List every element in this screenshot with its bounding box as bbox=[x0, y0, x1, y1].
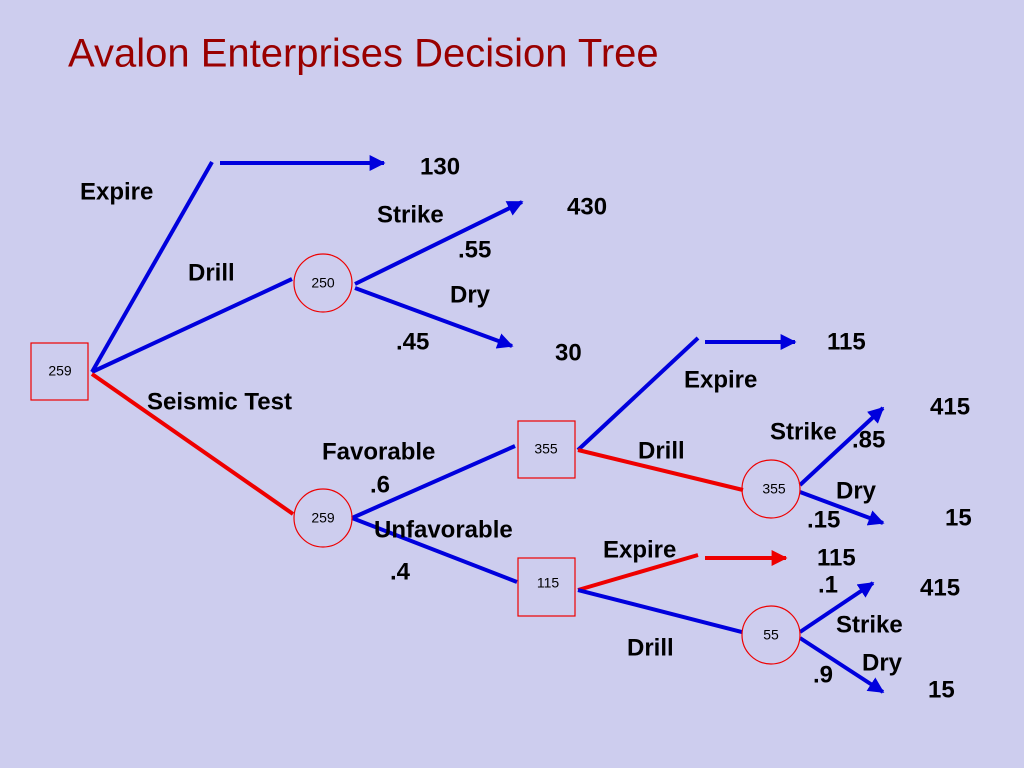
branch-label: Expire bbox=[80, 178, 153, 205]
node-label: 259 bbox=[311, 510, 335, 526]
nodes bbox=[30, 253, 801, 665]
probability: .55 bbox=[458, 236, 491, 263]
title: Avalon Enterprises Decision Tree bbox=[68, 32, 659, 76]
probability: .6 bbox=[370, 471, 390, 498]
payoff: 30 bbox=[555, 339, 582, 366]
branch-label: Drill bbox=[638, 437, 685, 464]
payoff: 415 bbox=[920, 574, 960, 601]
payoff: 415 bbox=[930, 393, 970, 420]
decision-node bbox=[517, 420, 576, 479]
node-label: 250 bbox=[311, 275, 335, 291]
branch-label: Drill bbox=[627, 634, 674, 661]
node-label: 55 bbox=[763, 627, 779, 643]
probability: .45 bbox=[396, 328, 429, 355]
payoff: 15 bbox=[945, 504, 972, 531]
branch-label: Favorable bbox=[322, 438, 435, 465]
branch-label: Dry bbox=[450, 281, 491, 308]
branch-label: Dry bbox=[836, 477, 877, 504]
node-label: 259 bbox=[48, 363, 72, 379]
chance-node bbox=[293, 253, 353, 313]
probability: .15 bbox=[807, 506, 840, 533]
branches bbox=[90, 155, 885, 694]
branch-label: Expire bbox=[603, 536, 676, 563]
node-label: 355 bbox=[762, 481, 786, 497]
branch-label: Drill bbox=[188, 259, 235, 286]
decision-node bbox=[517, 557, 576, 617]
branch-label: Unfavorable bbox=[374, 516, 513, 543]
payoff: 130 bbox=[420, 153, 460, 180]
payoff: 15 bbox=[928, 676, 955, 703]
decision-node bbox=[30, 342, 89, 401]
branch-label: Dry bbox=[862, 649, 903, 676]
probability: .1 bbox=[818, 571, 838, 598]
payoff: 115 bbox=[827, 328, 866, 355]
payoff: 430 bbox=[567, 193, 607, 220]
branch-label: Strike bbox=[770, 418, 837, 445]
probability: .4 bbox=[390, 558, 411, 585]
branch-label: Strike bbox=[377, 201, 444, 228]
probability: .9 bbox=[813, 661, 833, 688]
chance-node bbox=[741, 605, 801, 665]
node-label: 355 bbox=[534, 441, 558, 457]
probability: .85 bbox=[852, 426, 885, 453]
branch-label: Strike bbox=[836, 611, 903, 638]
node-label: 115 bbox=[537, 575, 560, 591]
branch-label: Expire bbox=[684, 366, 757, 393]
chance-node bbox=[741, 459, 801, 519]
chance-node bbox=[293, 488, 353, 548]
payoff: 115 bbox=[817, 544, 856, 571]
branch-label: Seismic Test bbox=[147, 388, 292, 415]
